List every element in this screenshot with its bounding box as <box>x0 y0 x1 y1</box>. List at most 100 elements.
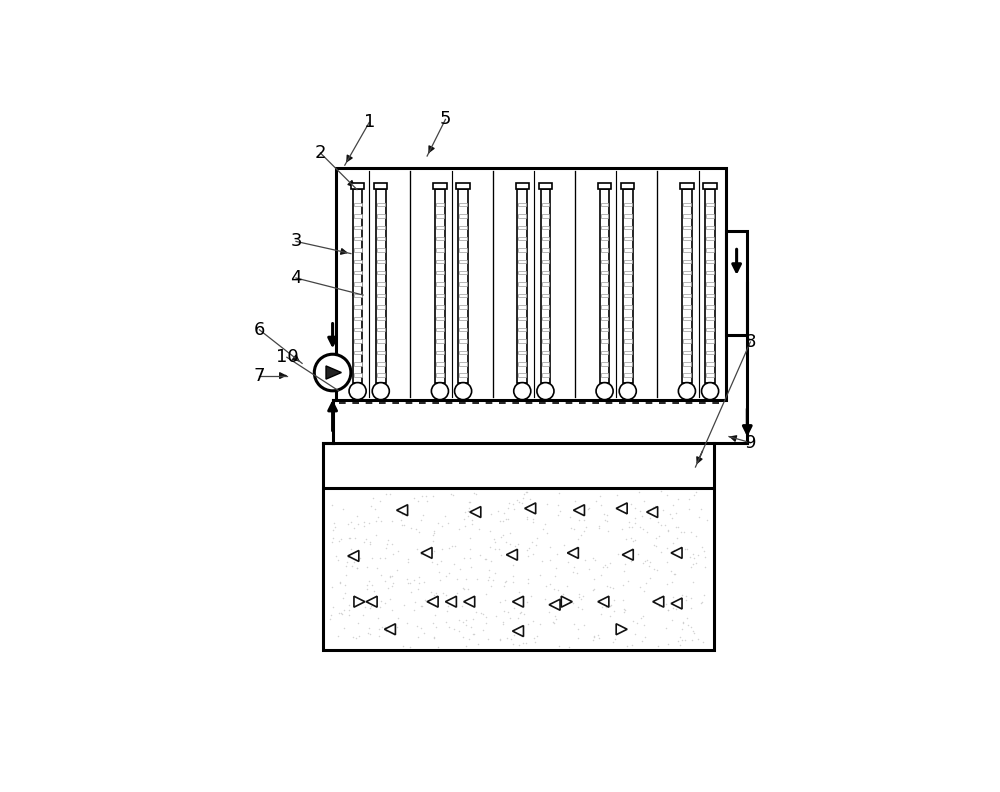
Point <box>343 516 359 528</box>
Bar <box>706 317 714 320</box>
Bar <box>706 248 714 252</box>
Point <box>635 557 651 569</box>
Point <box>430 641 446 653</box>
Bar <box>624 283 632 286</box>
Point <box>573 592 589 605</box>
Point <box>438 589 454 602</box>
Point <box>505 576 521 588</box>
Point <box>498 535 514 548</box>
Point <box>528 539 544 551</box>
Point <box>520 577 536 589</box>
Point <box>566 561 582 573</box>
Text: 5: 5 <box>440 110 451 128</box>
Bar <box>336 168 726 400</box>
Point <box>662 507 678 520</box>
Point <box>389 621 405 634</box>
Point <box>617 558 633 570</box>
Point <box>501 497 517 510</box>
Point <box>366 584 382 597</box>
Polygon shape <box>445 596 456 607</box>
Point <box>585 551 601 564</box>
Point <box>511 495 527 508</box>
Point <box>403 521 419 534</box>
Bar <box>624 317 632 320</box>
Point <box>645 501 661 513</box>
Point <box>478 611 494 623</box>
Point <box>686 626 702 639</box>
Point <box>693 596 709 609</box>
Point <box>690 632 706 645</box>
Bar <box>436 271 444 275</box>
Point <box>591 522 607 535</box>
Point <box>677 634 693 646</box>
Point <box>567 495 583 508</box>
Bar <box>323 443 714 650</box>
Point <box>638 577 654 589</box>
Point <box>560 595 576 607</box>
Point <box>551 486 567 499</box>
Text: 2: 2 <box>315 144 326 162</box>
Point <box>426 544 442 557</box>
Point <box>344 560 360 573</box>
Point <box>336 621 352 634</box>
Point <box>621 521 637 534</box>
Text: 8: 8 <box>745 333 756 351</box>
Point <box>432 574 448 587</box>
Bar <box>459 305 467 309</box>
Point <box>407 596 423 608</box>
Bar <box>601 328 608 331</box>
Point <box>512 606 528 619</box>
Point <box>385 577 401 589</box>
Point <box>614 523 630 535</box>
Point <box>468 606 484 619</box>
Point <box>371 623 387 635</box>
Point <box>599 580 615 592</box>
Point <box>455 581 471 594</box>
Point <box>507 540 523 553</box>
Point <box>373 569 389 581</box>
Point <box>361 622 377 634</box>
Point <box>456 512 472 525</box>
Point <box>647 593 663 606</box>
Point <box>516 488 532 501</box>
Point <box>621 516 637 528</box>
Point <box>537 592 553 605</box>
Point <box>426 632 442 645</box>
Point <box>550 499 566 512</box>
Point <box>659 578 675 591</box>
Point <box>341 599 357 611</box>
Point <box>382 569 398 582</box>
Point <box>542 541 558 554</box>
Point <box>657 519 673 531</box>
Point <box>441 566 457 579</box>
Circle shape <box>619 383 636 400</box>
Point <box>370 511 386 524</box>
Polygon shape <box>366 596 377 607</box>
Point <box>418 489 434 502</box>
Point <box>634 634 650 647</box>
Point <box>594 601 610 614</box>
Point <box>403 585 419 598</box>
Point <box>631 486 647 499</box>
Point <box>660 604 676 616</box>
Bar <box>706 214 714 218</box>
Point <box>699 514 715 527</box>
Point <box>569 567 585 580</box>
Point <box>458 573 474 585</box>
Bar <box>377 362 385 365</box>
Point <box>650 640 666 653</box>
Point <box>406 492 422 505</box>
Point <box>466 487 482 500</box>
Point <box>539 498 555 511</box>
Point <box>566 618 582 630</box>
Point <box>675 615 691 628</box>
Bar <box>459 214 467 218</box>
Point <box>659 489 675 501</box>
Point <box>383 620 399 633</box>
Point <box>441 620 457 633</box>
Point <box>505 638 521 651</box>
Bar <box>354 328 362 331</box>
Point <box>539 527 555 539</box>
Point <box>683 621 699 634</box>
Point <box>464 518 480 531</box>
